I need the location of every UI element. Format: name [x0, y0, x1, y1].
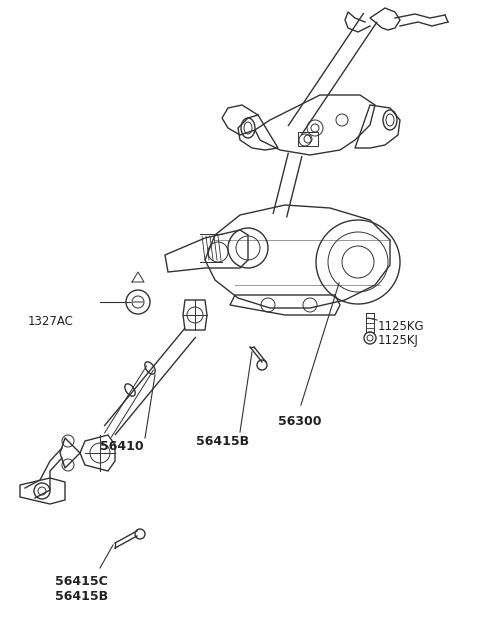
- Text: 56300: 56300: [278, 415, 322, 428]
- Text: 56410: 56410: [100, 440, 144, 453]
- Text: 56415B: 56415B: [196, 435, 249, 448]
- Text: 1125KJ: 1125KJ: [378, 334, 419, 347]
- Text: 1327AC: 1327AC: [28, 315, 74, 328]
- Text: 1125KG: 1125KG: [378, 320, 425, 333]
- Text: 56415C: 56415C: [55, 575, 108, 588]
- Text: 56415B: 56415B: [55, 590, 108, 603]
